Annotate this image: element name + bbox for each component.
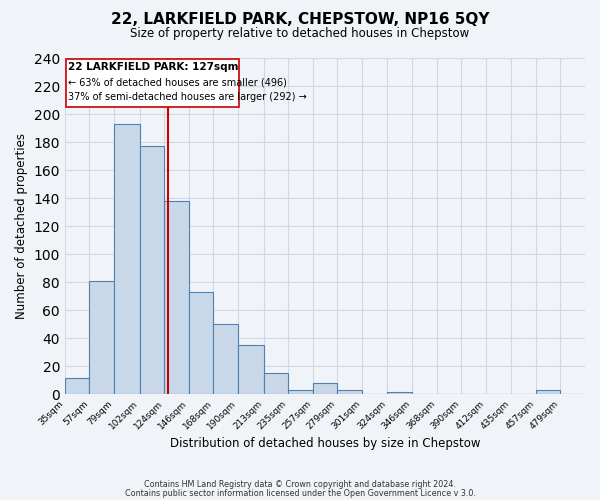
Bar [164,201,189,394]
Text: Contains public sector information licensed under the Open Government Licence v : Contains public sector information licen… [125,488,475,498]
FancyBboxPatch shape [66,60,239,107]
Bar [313,384,337,394]
Bar [89,281,114,394]
Bar [263,374,288,394]
Bar [388,392,412,394]
Bar [65,378,89,394]
Text: ← 63% of detached houses are smaller (496): ← 63% of detached houses are smaller (49… [68,78,287,88]
Bar [214,324,238,394]
Bar [238,346,263,395]
Bar [140,146,164,394]
Text: 37% of semi-detached houses are larger (292) →: 37% of semi-detached houses are larger (… [68,92,307,102]
Bar [288,390,313,394]
Bar [114,124,140,394]
Text: Size of property relative to detached houses in Chepstow: Size of property relative to detached ho… [130,28,470,40]
Bar [536,390,560,394]
Bar [189,292,214,394]
X-axis label: Distribution of detached houses by size in Chepstow: Distribution of detached houses by size … [170,437,480,450]
Text: 22 LARKFIELD PARK: 127sqm: 22 LARKFIELD PARK: 127sqm [68,62,239,72]
Y-axis label: Number of detached properties: Number of detached properties [15,133,28,319]
Text: 22, LARKFIELD PARK, CHEPSTOW, NP16 5QY: 22, LARKFIELD PARK, CHEPSTOW, NP16 5QY [111,12,489,28]
Text: Contains HM Land Registry data © Crown copyright and database right 2024.: Contains HM Land Registry data © Crown c… [144,480,456,489]
Bar [337,390,362,394]
